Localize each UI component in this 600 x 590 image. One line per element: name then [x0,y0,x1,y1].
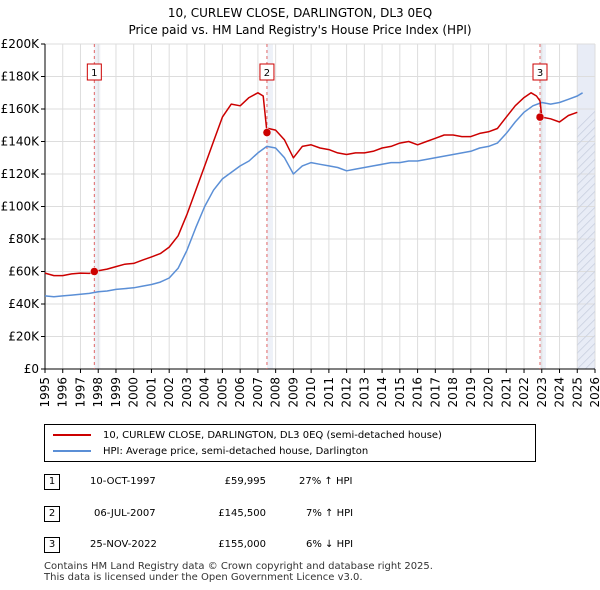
sale-marker-badge: 2 [259,63,275,81]
forecast-hatch [577,190,595,210]
x-tick-label: 2017 [428,377,442,408]
legend-item-hpi: HPI: Average price, semi-detached house,… [53,443,368,459]
x-tick-label: 1997 [73,377,87,408]
x-tick-label: 2011 [322,377,336,408]
hpi-series-line [44,92,583,298]
legend: 10, CURLEW CLOSE, DARLINGTON, DL3 0EQ (s… [44,424,536,462]
x-tick-label: 2013 [357,377,371,408]
transaction-price: £145,500 [218,508,266,519]
sale-marker-label: 2 [264,68,270,79]
x-tick-label: 1998 [91,377,105,408]
y-tick-label: £140K [1,135,41,149]
transaction-row: 1 10-OCT-1997 £59,995 27% ↑ HPI [44,474,564,492]
x-tick-label: 2007 [251,377,265,408]
transaction-hpi: 6% ↓ HPI [306,539,354,550]
forecast-hatch [577,198,595,218]
y-tick-label: £160K [1,102,41,116]
sale-point [262,128,272,137]
y-tick-label: £0 [24,362,39,376]
x-tick-label: 2002 [162,377,176,408]
x-tick-label: 1999 [109,377,123,408]
transaction-number: 3 [44,537,60,553]
x-tick-label: 2018 [446,377,460,408]
x-tick-label: 2026 [588,377,600,408]
forecast-hatch [577,302,595,322]
transaction-number: 2 [44,506,60,522]
x-tick-label: 2012 [340,377,354,408]
transaction-price: £59,995 [224,476,266,487]
transaction-hpi: 7% ↑ HPI [306,508,354,519]
x-tick-label: 2020 [482,377,496,408]
sale-marker-label: 3 [537,68,543,79]
x-tick-label: 2008 [269,377,283,408]
y-tick-label: £60K [8,265,40,279]
x-tick-label: 2016 [411,377,425,408]
x-tick-label: 2006 [233,377,247,408]
sale-marker-box [259,63,275,81]
sale-marker-label: 1 [91,68,97,79]
x-tick-label: 2004 [198,377,212,408]
sale-marker-box [532,63,548,81]
transaction-price: £155,000 [218,539,266,550]
transaction-row: 3 25-NOV-2022 £155,000 6% ↓ HPI [44,537,564,555]
y-tick-label: £20K [8,330,40,344]
x-tick-label: 2025 [570,377,584,408]
y-tick-label: £80K [8,232,40,246]
x-tick-label: 2009 [286,377,300,408]
x-tick-label: 2019 [464,377,478,408]
y-tick-label: £120K [1,167,41,181]
legend-swatch-property [53,434,91,436]
transaction-date: 10-OCT-1997 [90,476,156,487]
x-tick-label: 2014 [375,377,389,408]
x-tick-label: 2000 [127,377,141,408]
forecast-hatch [577,310,595,330]
legend-label-property: 10, CURLEW CLOSE, DARLINGTON, DL3 0EQ (s… [103,429,442,441]
property-series-line [44,92,578,277]
legend-item-property: 10, CURLEW CLOSE, DARLINGTON, DL3 0EQ (s… [53,427,442,443]
x-tick-label: 2021 [499,377,513,408]
chart-subtitle: Price paid vs. HM Land Registry's House … [128,23,472,37]
transaction-number: 1 [44,474,60,490]
chart-title: 10, CURLEW CLOSE, DARLINGTON, DL3 0EQ [167,6,433,20]
price-chart: £0 £20K £40K £60K £80K £100K £120K £140K £160K £1… [1,37,600,408]
x-tick-label: 1995 [38,377,52,408]
legend-label-hpi: HPI: Average price, semi-detached house,… [103,445,369,457]
y-tick-label: £180K [1,70,41,84]
x-tick-label: 2024 [553,377,567,408]
x-tick-label: 2001 [144,377,158,408]
y-tick-label: £100K [1,200,41,214]
transaction-date: 06-JUL-2007 [94,508,156,519]
x-tick-label: 2023 [535,377,549,408]
transaction-row: 2 06-JUL-2007 £145,500 7% ↑ HPI [44,506,564,524]
x-tick-label: 1996 [56,377,70,408]
x-tick-label: 2003 [180,377,194,408]
sale-marker-badge: 1 [86,63,102,81]
sale-marker-box [86,63,102,81]
transaction-hpi: 27% ↑ HPI [299,476,353,487]
footer-copyright: Contains HM Land Registry data © Crown c… [44,561,433,572]
legend-swatch-hpi [53,450,91,452]
y-tick-label: £40K [8,297,40,311]
x-tick-label: 2005 [215,377,229,408]
sale-point [535,112,545,122]
footer-licence: This data is licensed under the Open Gov… [44,572,363,583]
transaction-date: 25-NOV-2022 [90,539,157,550]
y-tick-label: £200K [1,37,41,51]
sale-marker-badge: 3 [532,63,548,81]
sale-point [90,267,99,276]
x-tick-label: 2015 [393,377,407,408]
x-tick-label: 2022 [517,377,531,408]
x-tick-label: 2010 [304,377,318,408]
